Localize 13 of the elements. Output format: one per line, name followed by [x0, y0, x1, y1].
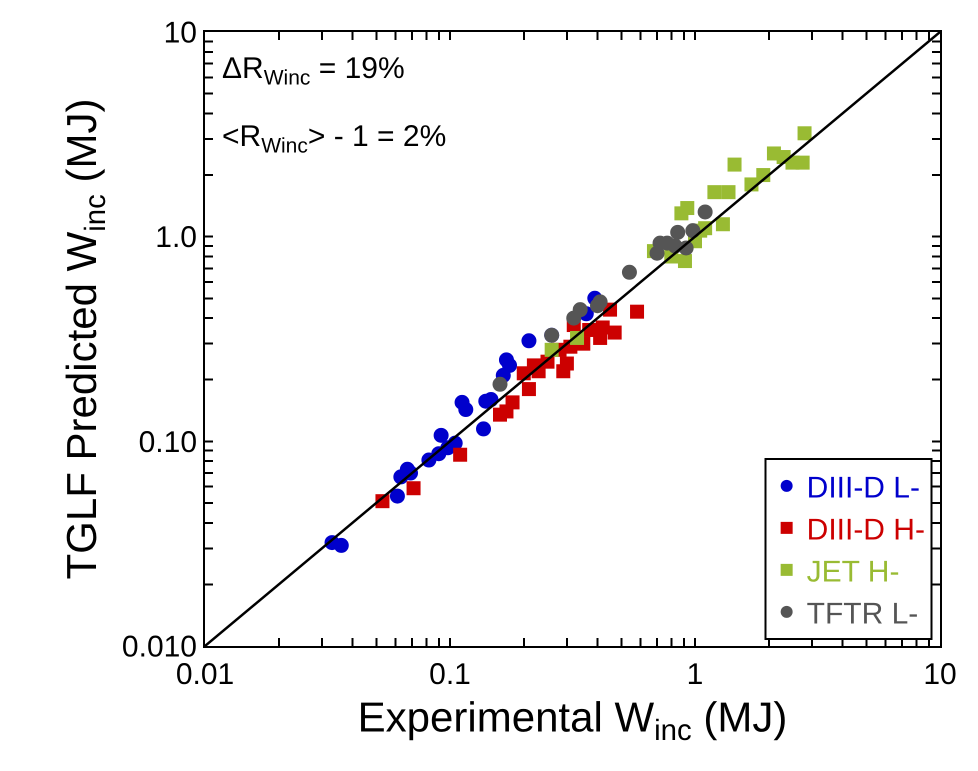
x-tick-label: 10 — [923, 658, 957, 691]
y-tick-label: 1.0 — [155, 221, 197, 254]
legend-label: DIII-D L- — [806, 472, 920, 505]
annotation: ΔR$_{Winc}$ = 19% — [222, 52, 405, 90]
y-tick-label: 0.10 — [138, 426, 197, 459]
annotation: <R$_{Winc}$> - 1 = 2% — [222, 120, 446, 158]
y-tick-label: 10 — [164, 16, 197, 50]
legend-label: JET H- — [806, 556, 900, 589]
x-axis-title: Experimental W$_{inc}$ (MJ) — [358, 693, 788, 748]
x-tick-label: 1 — [686, 658, 704, 691]
legend-label: TFTR L- — [806, 598, 918, 631]
legend-label: DIII-D H- — [806, 514, 925, 547]
x-tick-label: 0.1 — [429, 658, 471, 691]
